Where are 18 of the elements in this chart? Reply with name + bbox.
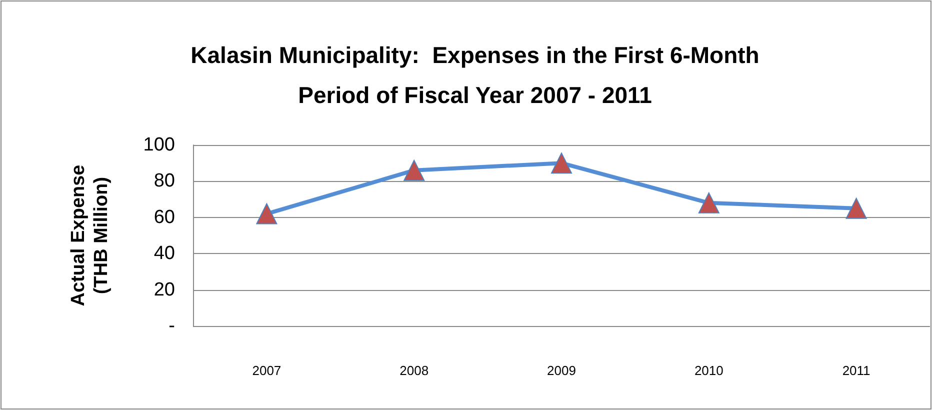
point — [404, 160, 425, 181]
y-tick-label: - — [168, 316, 175, 336]
x-tick-label: 2010 — [694, 363, 724, 378]
y-tick-label: 40 — [154, 243, 175, 264]
point — [551, 152, 572, 174]
y-tick-label: 80 — [154, 170, 175, 192]
y-tick-label: 100 — [143, 134, 175, 156]
x-tick-label: 2008 — [400, 363, 429, 378]
point — [256, 203, 278, 224]
x-tick-label: 2011 — [842, 363, 870, 378]
x-tick-label: 2007 — [252, 363, 282, 378]
y-tick-label: 20 — [154, 279, 175, 300]
y-tick-label: 60 — [154, 206, 175, 228]
point — [846, 198, 867, 219]
x-tick-label: 2009 — [547, 363, 576, 378]
chart-title: Kalasin Municipality: Expenses in the First 6-Month Period of Fiscal Year 2007 - 2011 — [190, 42, 760, 108]
point — [698, 192, 720, 214]
y-axis-title: Actual Expense (THB Million) — [68, 164, 112, 306]
